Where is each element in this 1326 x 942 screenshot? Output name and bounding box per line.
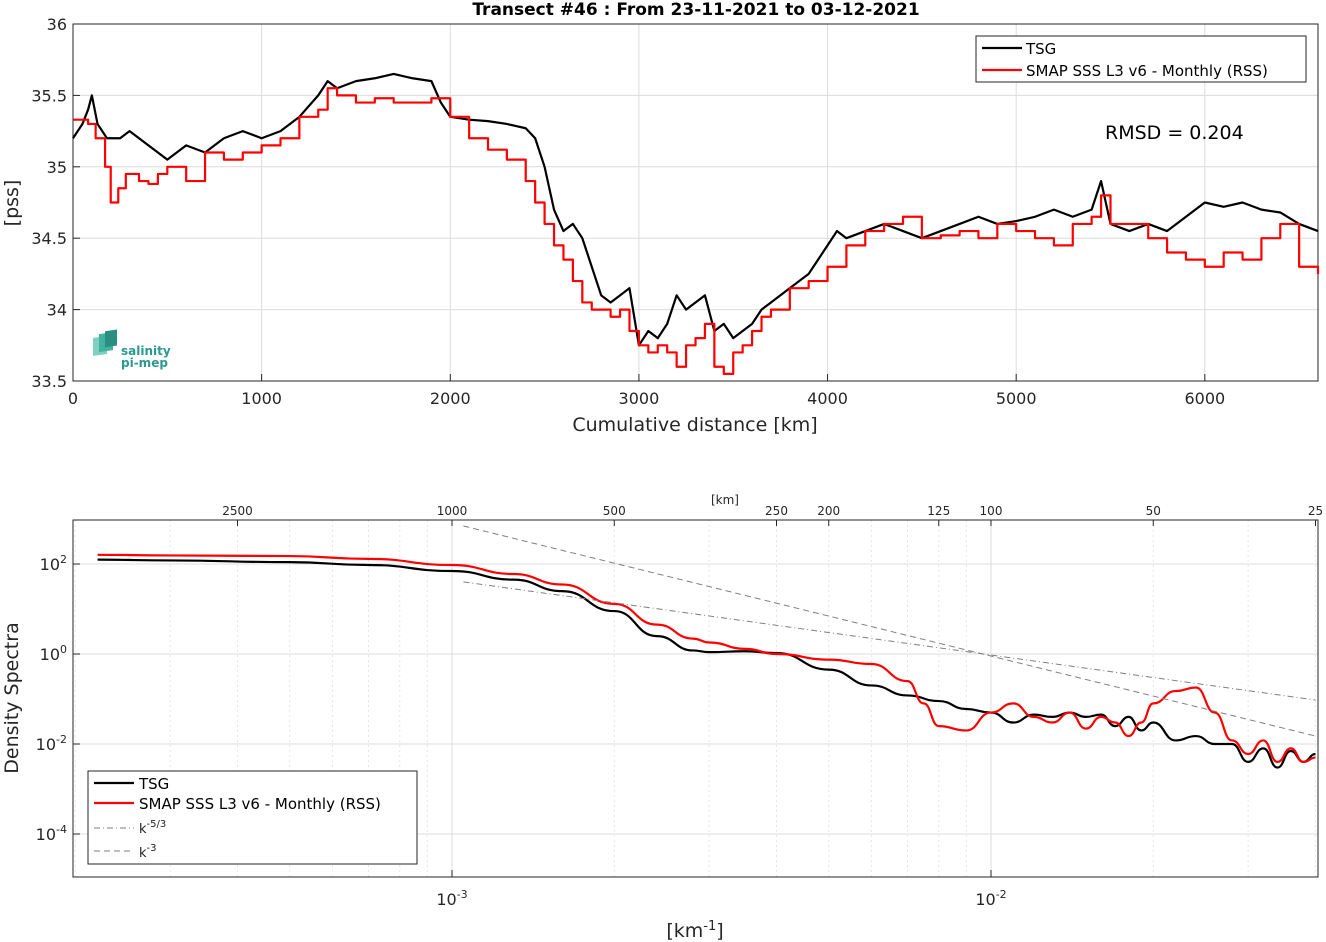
bottom-series-line-smap xyxy=(97,553,1316,764)
top-x-axis-label: Cumulative distance [km] xyxy=(572,414,817,436)
top-x-tick-label: 6000 xyxy=(1184,389,1225,408)
top-y-tick-label: 35 xyxy=(47,158,67,177)
top-series xyxy=(72,72,1320,375)
bottom-series-line-k3 xyxy=(463,525,1316,737)
top-y-ticks: 33.5 34 34.5 35 35.5 36 xyxy=(31,15,80,391)
bottom-top-tick-label: 250 xyxy=(765,504,788,518)
top-y-axis-label: [pss] xyxy=(1,180,23,227)
bottom-y-tick-label: 10-2 xyxy=(36,733,67,754)
bottom-top-tick-label: 125 xyxy=(927,504,950,518)
top-x-tick-label: 2000 xyxy=(430,389,471,408)
top-chart-title: Transect #46 : From 23-11-2021 to 03-12-… xyxy=(472,0,919,20)
bottom-x-axis-label: [km-1] xyxy=(666,919,723,942)
top-y-tick-label: 34 xyxy=(47,301,67,320)
bottom-x-tick-label: 10-3 xyxy=(436,888,467,909)
bottom-top-tick-label: 200 xyxy=(817,504,840,518)
bottom-y-axis-label: Density Spectra xyxy=(1,622,23,773)
top-legend: TSG SMAP SSS L3 v6 - Monthly (RSS) xyxy=(975,35,1307,83)
bottom-y-tick-label: 10-4 xyxy=(36,823,67,844)
top-y-tick-label: 34.5 xyxy=(31,229,67,248)
bottom-chart: [km] 10-4 10-2 100 102 10-3 10-2 2500 1000 500… xyxy=(1,493,1323,942)
bottom-y-tick-label: 100 xyxy=(40,643,67,664)
top-x-tick-label: 3000 xyxy=(619,389,660,408)
bottom-plot-frame xyxy=(72,519,1319,878)
salinity-pi-mep-logo: salinity pi-mep xyxy=(93,329,171,370)
top-legend-label-tsg: TSG xyxy=(1025,40,1056,58)
top-y-tick-label: 33.5 xyxy=(31,372,67,391)
top-y-tick-label: 36 xyxy=(47,15,67,34)
top-x-tick-label: 5000 xyxy=(996,389,1037,408)
bottom-y-ticks: 10-4 10-2 100 102 xyxy=(36,553,80,844)
top-x-ticks: 0 1000 2000 3000 4000 5000 6000 xyxy=(68,374,1225,408)
bottom-legend-label-tsg: TSG xyxy=(138,775,169,793)
bottom-top-tick-label: 500 xyxy=(603,504,626,518)
bottom-series xyxy=(97,525,1316,769)
top-x-tick-label: 0 xyxy=(68,389,78,408)
bottom-legend-box xyxy=(87,770,418,865)
logo-mark-front xyxy=(105,329,117,348)
logo-text-salinity: salinity xyxy=(121,344,171,358)
top-series-line-tsg xyxy=(72,72,1319,347)
bottom-series-line-k53 xyxy=(463,581,1316,701)
top-x-tick-label: 1000 xyxy=(241,389,282,408)
top-x-tick-label: 4000 xyxy=(807,389,848,408)
bottom-y-tick-label: 102 xyxy=(40,553,67,574)
top-axis-label-km: [km] xyxy=(711,493,739,507)
top-legend-label-smap: SMAP SSS L3 v6 - Monthly (RSS) xyxy=(1026,62,1268,80)
top-y-tick-label: 35.5 xyxy=(31,86,67,105)
bottom-top-tick-label: 1000 xyxy=(437,504,468,518)
bottom-top-tick-label: 100 xyxy=(980,504,1003,518)
bottom-top-tick-label: 50 xyxy=(1146,504,1161,518)
logo-text-pimep: pi-mep xyxy=(121,356,168,370)
top-series-line-smap xyxy=(73,87,1320,375)
top-plot-frame xyxy=(72,23,1319,382)
bottom-top-ticks: 2500 1000 500 250 200 125 100 50 25 xyxy=(222,504,1323,526)
bottom-x-ticks: 10-3 10-2 xyxy=(436,870,1007,909)
bottom-legend-label-smap: SMAP SSS L3 v6 - Monthly (RSS) xyxy=(139,795,381,813)
top-chart: Transect #46 : From 23-11-2021 to 03-12-… xyxy=(1,0,1320,436)
bottom-top-tick-label: 2500 xyxy=(222,504,253,518)
bottom-x-tick-label: 10-2 xyxy=(975,888,1006,909)
bottom-series-line-tsg xyxy=(97,558,1316,769)
top-legend-box xyxy=(975,35,1307,83)
rmsd-annotation: RMSD = 0.204 xyxy=(1105,122,1244,144)
bottom-top-tick-label: 25 xyxy=(1308,504,1323,518)
bottom-legend: TSG SMAP SSS L3 v6 - Monthly (RSS) k-5/3… xyxy=(87,770,418,865)
